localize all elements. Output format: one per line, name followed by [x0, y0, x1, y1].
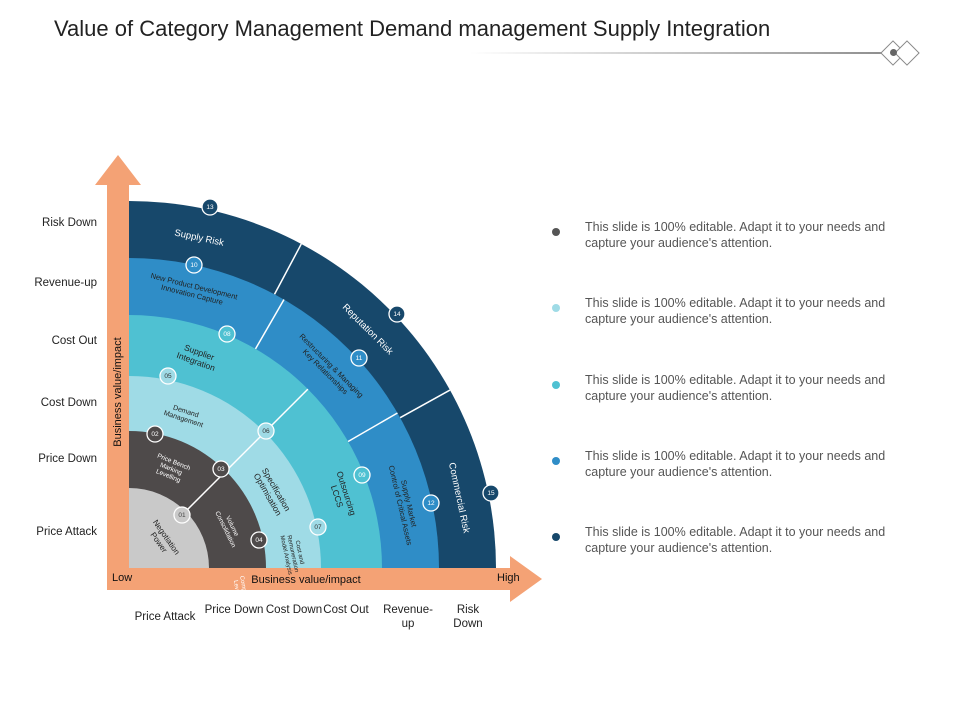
- segment-badge-number: 02: [151, 431, 159, 438]
- y-axis-arrow: [95, 155, 141, 590]
- bullet-dot-icon: [552, 228, 560, 236]
- segment-badge: [159, 367, 177, 385]
- x-axis-low-label: Low: [112, 572, 132, 584]
- segment-badge-number: 01: [178, 512, 186, 519]
- bullet-dot-icon: [552, 533, 560, 541]
- segment-badge: [353, 466, 371, 484]
- segment-badge-number: 11: [356, 355, 363, 362]
- segment-badge-number: 08: [223, 331, 231, 338]
- segment-badge-number: 14: [393, 311, 401, 318]
- x-label-cost-out: Cost Out: [323, 604, 369, 616]
- legend-item: This slide is 100% editable. Adapt it to…: [552, 524, 912, 564]
- segment-badge: [212, 460, 230, 478]
- segment-badge-number: 04: [255, 537, 263, 544]
- segment-badge-number: 15: [487, 490, 495, 497]
- segment-divider: [254, 299, 285, 350]
- x-label-price-down: Price Down: [204, 604, 264, 616]
- y-label-revenue-up: Revenue-up: [34, 277, 97, 289]
- y-axis-labels: Risk Down Revenue-up Cost Out Cost Down …: [0, 0, 97, 720]
- segment-badge: [250, 531, 268, 549]
- legend-text: This slide is 100% editable. Adapt it to…: [585, 373, 886, 403]
- x-axis-title: Business value/impact: [251, 574, 360, 586]
- segment-badge: [185, 256, 203, 274]
- segment-badge: [201, 198, 219, 216]
- segment-badge: [482, 484, 500, 502]
- segment-badge: [422, 494, 440, 512]
- x-label-risk-down: Risk Down: [453, 604, 483, 630]
- legend-item: This slide is 100% editable. Adapt it to…: [552, 372, 912, 412]
- legend-item: This slide is 100% editable. Adapt it to…: [552, 219, 912, 259]
- axis-arrows: [95, 155, 542, 602]
- segment-badge: [173, 506, 191, 524]
- x-label-revenue-up: Revenue- up: [383, 604, 433, 630]
- x-axis-arrow: [107, 556, 542, 602]
- bullet-dot-icon: [552, 381, 560, 389]
- segment-badge: [257, 422, 275, 440]
- bullet-dot-icon: [552, 304, 560, 312]
- segment-badge-number: 10: [190, 262, 198, 269]
- legend-text: This slide is 100% editable. Adapt it to…: [585, 220, 886, 250]
- y-label-price-down: Price Down: [38, 453, 97, 465]
- segment-badge-number: 05: [164, 373, 172, 380]
- divider-lines: [185, 243, 451, 512]
- segment-badge-number: 13: [206, 204, 214, 211]
- segment-divider: [347, 412, 398, 443]
- title-underline: [470, 52, 900, 54]
- segment-label: CompetitiveLeverageCompetitive Leverage: [231, 575, 249, 609]
- segment-divider: [399, 389, 451, 419]
- segment-badge-number: 06: [262, 428, 270, 435]
- y-label-cost-down: Cost Down: [40, 397, 97, 409]
- segment-badge: [146, 425, 164, 443]
- y-label-risk-down: Risk Down: [42, 217, 97, 229]
- legend-item: This slide is 100% editable. Adapt it to…: [552, 448, 912, 488]
- page-title: Value of Category Management Demand mana…: [54, 16, 771, 41]
- segment-divider: [225, 431, 266, 472]
- segment-badge-number: 12: [427, 500, 435, 507]
- legend-item: This slide is 100% editable. Adapt it to…: [552, 295, 912, 335]
- segment-badge: [350, 349, 368, 367]
- legend-text: This slide is 100% editable. Adapt it to…: [585, 449, 886, 479]
- segment-badge: [309, 518, 327, 536]
- segment-badges: 01 02 03 04 05 06 07 08 09 10 11 12 13 14 15: [146, 198, 500, 549]
- ring-core: [129, 488, 209, 568]
- x-axis-high-label: High: [497, 572, 520, 584]
- legend-text: This slide is 100% editable. Adapt it to…: [585, 525, 886, 555]
- y-label-cost-out: Cost Out: [51, 335, 97, 347]
- segment-badge-number: 09: [358, 472, 366, 479]
- x-label-cost-down: Cost Down: [265, 604, 323, 616]
- segment-badge: [388, 305, 406, 323]
- segment-badge: [218, 325, 236, 343]
- legend-text: This slide is 100% editable. Adapt it to…: [585, 296, 886, 326]
- segment-divider: [185, 470, 227, 512]
- segment-badge-number: 07: [314, 524, 322, 531]
- y-axis-title: Business value/impact: [112, 337, 124, 446]
- diamond-dot-icon: [890, 49, 897, 56]
- x-label-price-attack: Price Attack: [134, 611, 196, 623]
- segment-divider: [273, 243, 302, 295]
- y-label-price-attack: Price Attack: [36, 526, 97, 538]
- bullet-dot-icon: [552, 457, 560, 465]
- segment-badge-number: 03: [217, 466, 225, 473]
